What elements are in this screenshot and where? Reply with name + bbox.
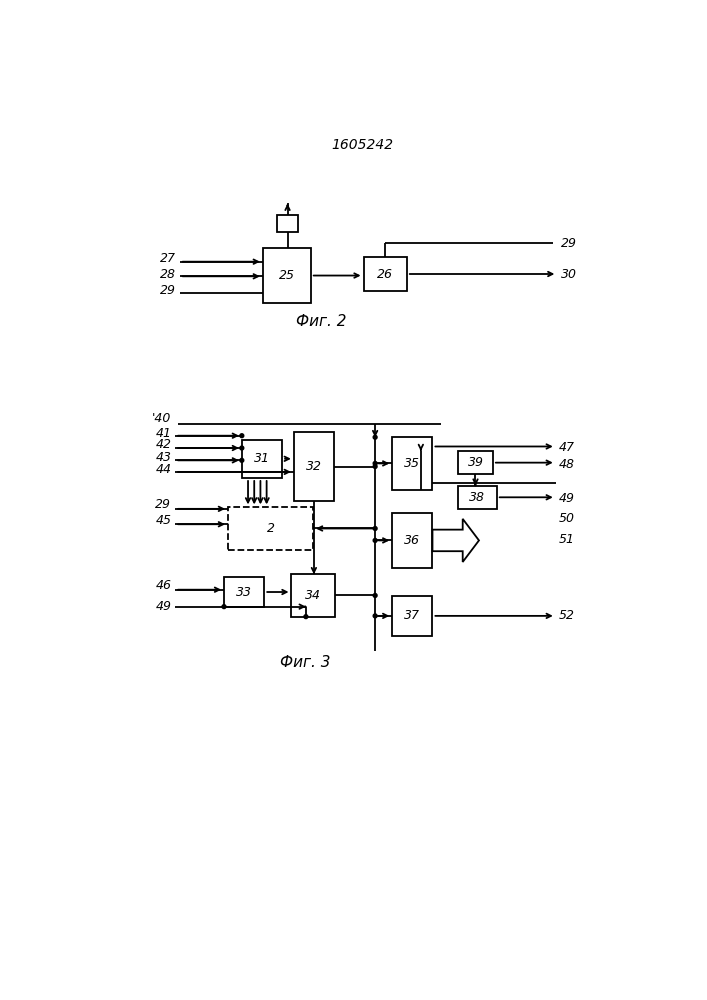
Text: 2: 2 — [267, 522, 274, 535]
Circle shape — [373, 538, 377, 542]
FancyBboxPatch shape — [242, 440, 282, 478]
Text: 31: 31 — [254, 452, 270, 465]
Circle shape — [373, 594, 377, 597]
Text: 26: 26 — [378, 267, 393, 280]
FancyBboxPatch shape — [458, 486, 497, 509]
FancyBboxPatch shape — [458, 451, 493, 474]
Text: 41: 41 — [156, 427, 171, 440]
Text: 36: 36 — [404, 534, 421, 547]
Circle shape — [373, 465, 377, 468]
Text: 46: 46 — [156, 579, 171, 592]
Text: 52: 52 — [559, 609, 575, 622]
Text: 51: 51 — [559, 533, 575, 546]
Circle shape — [240, 446, 244, 450]
Text: 47: 47 — [559, 441, 575, 454]
Text: 50: 50 — [559, 512, 575, 525]
Text: 48: 48 — [559, 458, 575, 471]
FancyBboxPatch shape — [224, 577, 264, 607]
Text: 33: 33 — [236, 586, 252, 599]
FancyBboxPatch shape — [263, 248, 311, 303]
Text: 25: 25 — [279, 269, 295, 282]
Text: '40: '40 — [152, 412, 171, 425]
Text: 34: 34 — [305, 589, 321, 602]
Text: 49: 49 — [559, 492, 575, 505]
Text: 27: 27 — [160, 252, 176, 265]
Text: Фиг. 2: Фиг. 2 — [296, 314, 346, 329]
Text: 35: 35 — [404, 457, 421, 470]
Circle shape — [373, 527, 377, 530]
Circle shape — [240, 458, 244, 462]
Text: 42: 42 — [156, 438, 171, 451]
Text: 29: 29 — [156, 498, 171, 512]
Text: 45: 45 — [156, 514, 171, 527]
Text: 39: 39 — [467, 456, 484, 469]
Text: 44: 44 — [156, 463, 171, 476]
Circle shape — [373, 461, 377, 465]
Text: 1605242: 1605242 — [331, 138, 393, 152]
FancyBboxPatch shape — [392, 596, 433, 636]
Text: 38: 38 — [469, 491, 486, 504]
Circle shape — [373, 614, 377, 618]
Text: 37: 37 — [404, 609, 421, 622]
Polygon shape — [433, 519, 479, 562]
Text: 49: 49 — [156, 600, 171, 613]
FancyBboxPatch shape — [392, 437, 433, 490]
Text: 29: 29 — [561, 237, 577, 250]
Text: 43: 43 — [156, 451, 171, 464]
FancyBboxPatch shape — [291, 574, 335, 617]
Text: 32: 32 — [306, 460, 322, 473]
Text: 28: 28 — [160, 267, 176, 280]
Text: 30: 30 — [561, 267, 577, 280]
FancyBboxPatch shape — [228, 507, 313, 550]
Circle shape — [373, 435, 377, 439]
Circle shape — [240, 434, 244, 438]
FancyBboxPatch shape — [276, 215, 298, 232]
FancyBboxPatch shape — [392, 513, 433, 568]
Circle shape — [222, 605, 226, 609]
Circle shape — [304, 615, 308, 619]
FancyBboxPatch shape — [363, 257, 407, 291]
FancyBboxPatch shape — [293, 432, 334, 501]
Text: Фиг. 3: Фиг. 3 — [280, 655, 331, 670]
Text: 29: 29 — [160, 284, 176, 297]
